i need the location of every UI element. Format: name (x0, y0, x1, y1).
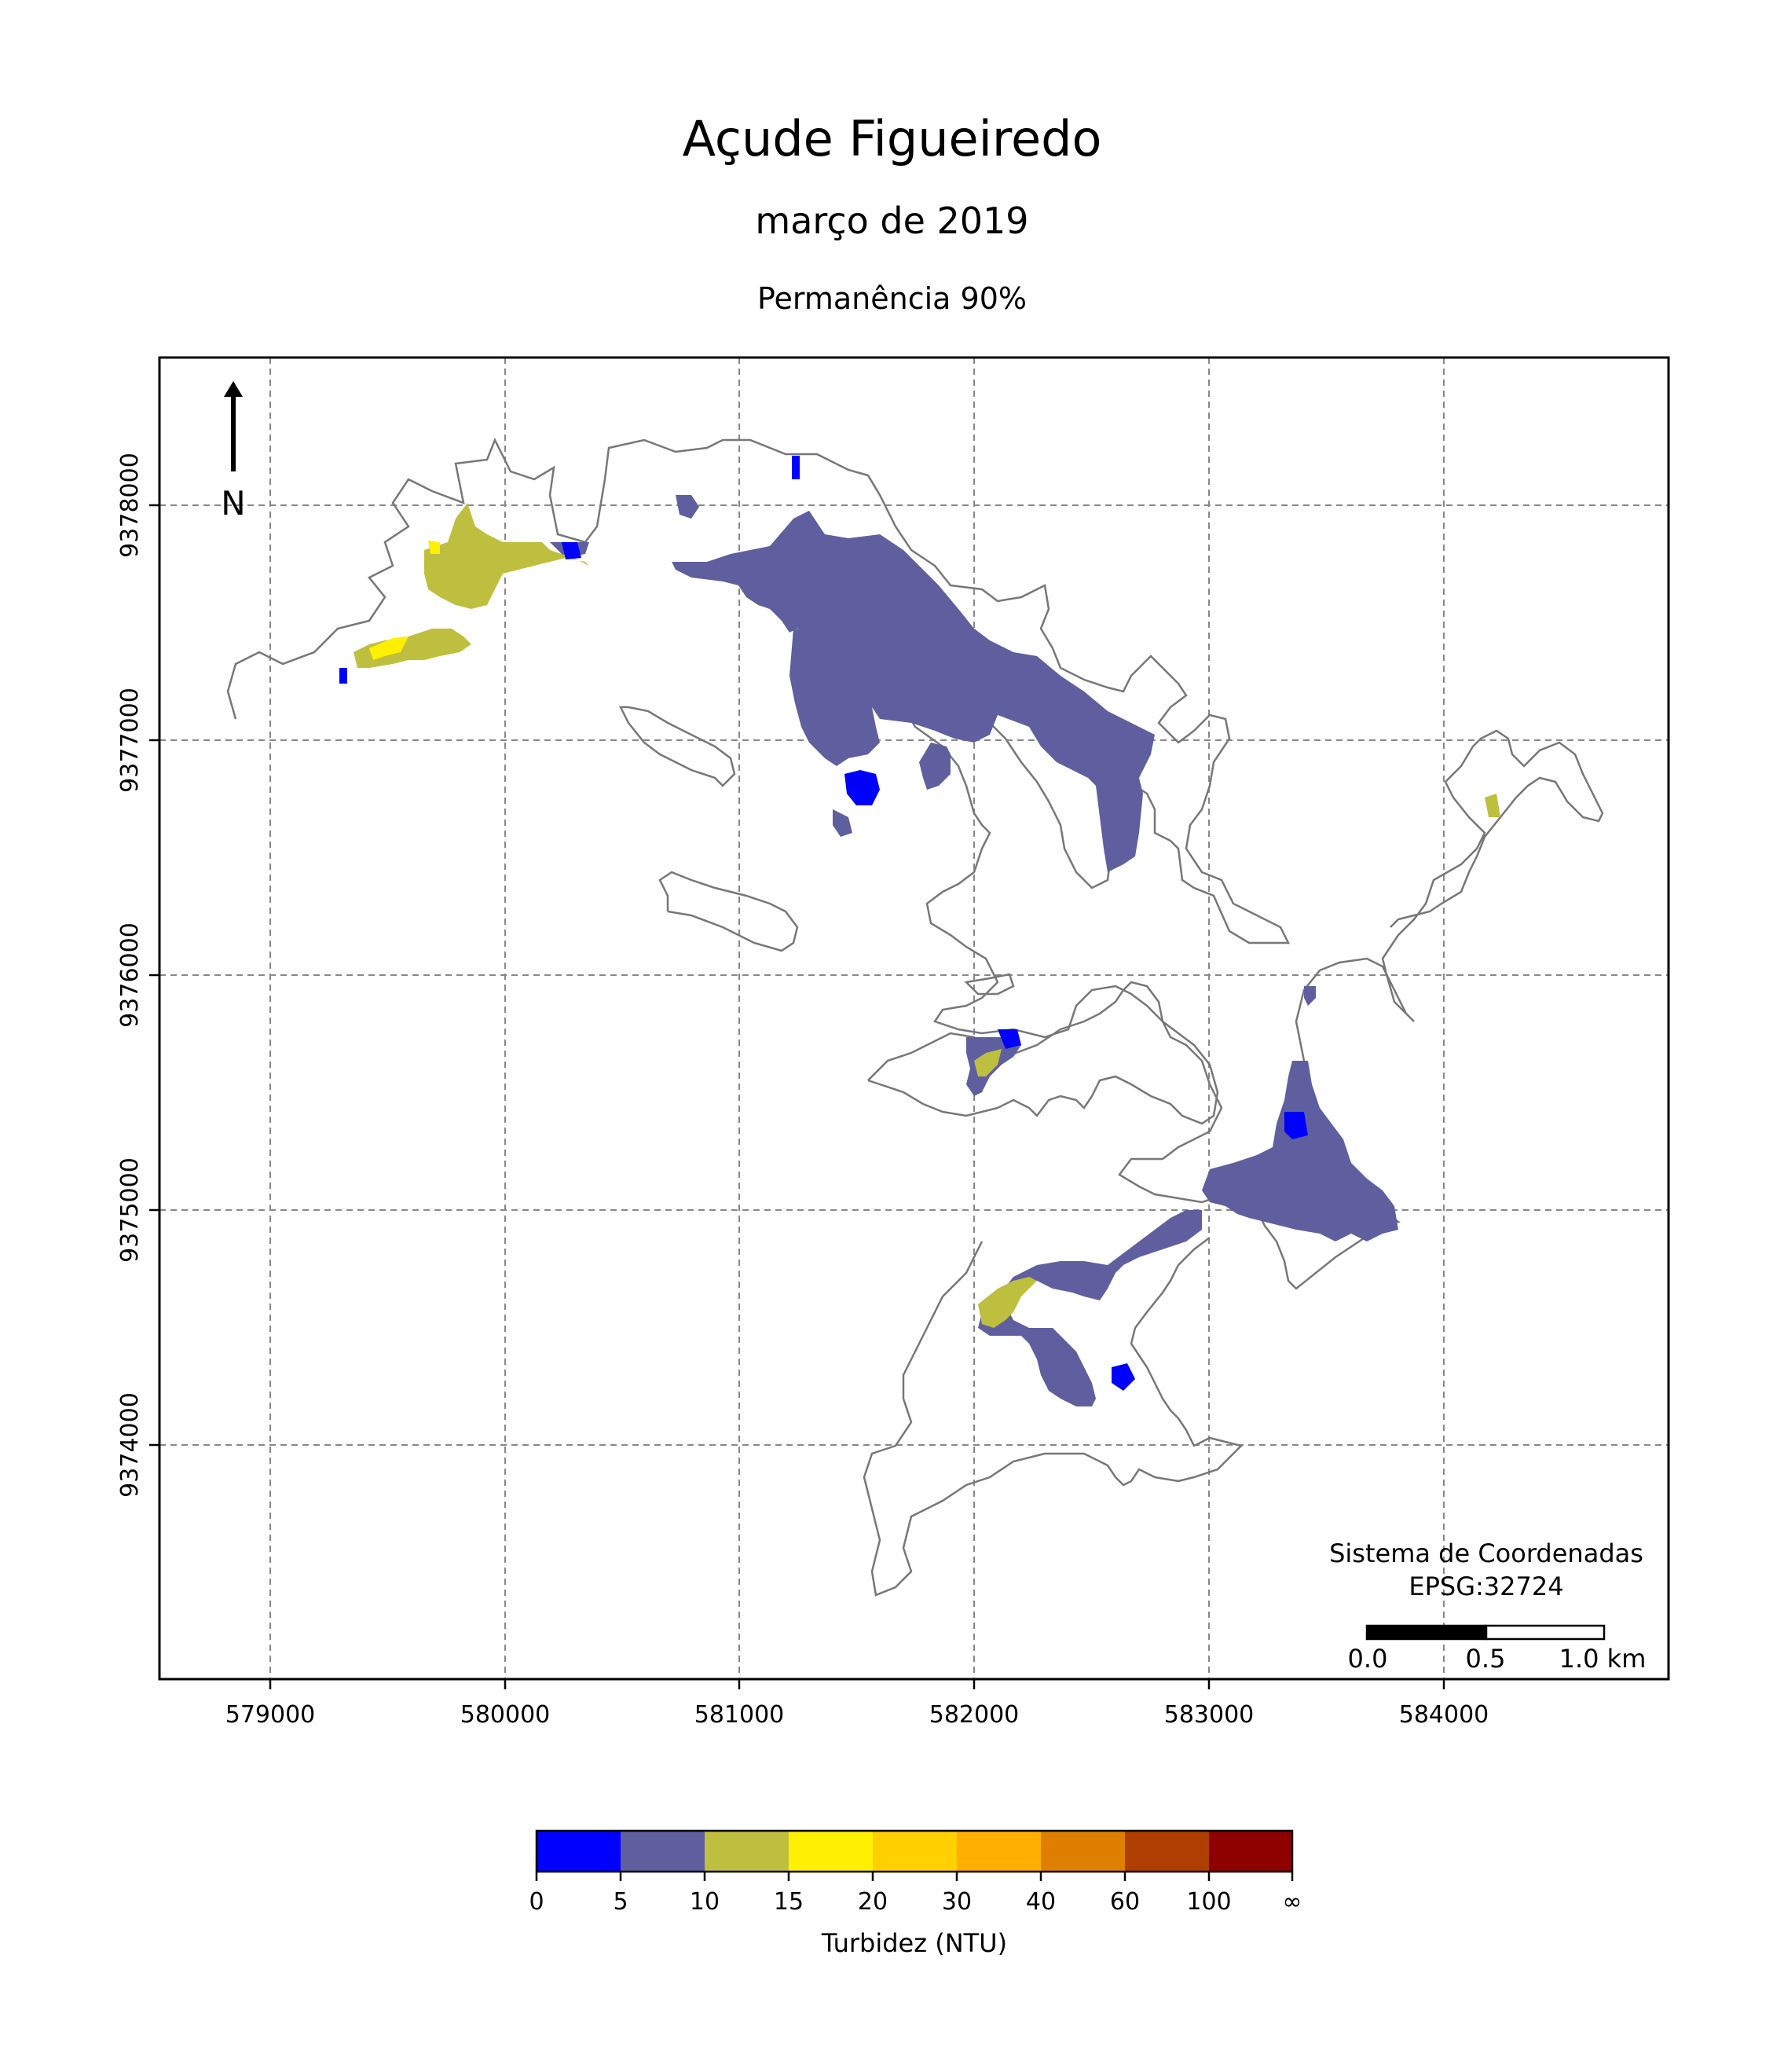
map-title: Açude Figueiredo (682, 110, 1102, 167)
colorbar-swatch (873, 1831, 957, 1872)
y-tick-label: 9377000 (116, 688, 144, 793)
colorbar-swatch (1125, 1831, 1209, 1872)
grid-lines (159, 358, 1669, 1679)
crs-code: EPSG:32724 (1409, 1571, 1563, 1601)
colorbar-tick-label: ∞ (1283, 1888, 1302, 1916)
x-tick-label: 582000 (929, 1701, 1020, 1729)
colorbar-label: Turbidez (NTU) (821, 1928, 1007, 1958)
colorbar-swatch (621, 1831, 705, 1872)
turbidity-raster (339, 456, 1500, 1406)
x-tick-label: 584000 (1399, 1701, 1489, 1729)
map-subtitle: março de 2019 (755, 200, 1029, 242)
map-frame (158, 356, 1670, 1681)
colorbar-swatch (1209, 1831, 1292, 1872)
colorbar-swatch (789, 1831, 873, 1872)
north-arrow-icon (224, 381, 243, 471)
crs-label: Sistema de Coordenadas (1329, 1538, 1643, 1568)
scale-bar (1365, 1624, 1606, 1641)
colorbar (535, 1829, 1294, 1881)
colorbar-tick-label: 10 (690, 1888, 720, 1916)
colorbar-tick-label: 60 (1110, 1888, 1140, 1916)
y-tick-label: 9374000 (116, 1392, 144, 1498)
scale-label: 1.0 km (1559, 1644, 1647, 1674)
scale-label: 0.5 (1466, 1644, 1506, 1674)
tick-marks (149, 504, 1445, 1689)
colorbar-swatch (1041, 1831, 1125, 1872)
map-statistic-label: Permanência 90% (756, 281, 1028, 316)
scale-label: 0.0 (1348, 1644, 1388, 1674)
colorbar-tick-label: 20 (858, 1888, 888, 1916)
colorbar-swatch (705, 1831, 789, 1872)
colorbar-tick-label: 40 (1026, 1888, 1056, 1916)
colorbar-swatch (537, 1831, 621, 1872)
colorbar-tick-label: 100 (1186, 1888, 1231, 1916)
north-arrow-label: N (221, 484, 245, 523)
x-tick-label: 579000 (225, 1701, 316, 1729)
y-tick-label: 9375000 (116, 1157, 144, 1263)
colorbar-tick-label: 5 (613, 1888, 628, 1916)
x-tick-label: 581000 (694, 1701, 785, 1729)
colorbar-tick-label: 0 (529, 1888, 544, 1916)
colorbar-swatch (957, 1831, 1041, 1872)
colorbar-tick-label: 15 (774, 1888, 804, 1916)
colorbar-tick-label: 30 (942, 1888, 972, 1916)
y-tick-label: 9378000 (116, 453, 144, 558)
x-tick-label: 583000 (1164, 1701, 1255, 1729)
reservoir-outline (226, 437, 1604, 1597)
x-tick-label: 580000 (460, 1701, 551, 1729)
y-tick-label: 9376000 (116, 922, 144, 1028)
